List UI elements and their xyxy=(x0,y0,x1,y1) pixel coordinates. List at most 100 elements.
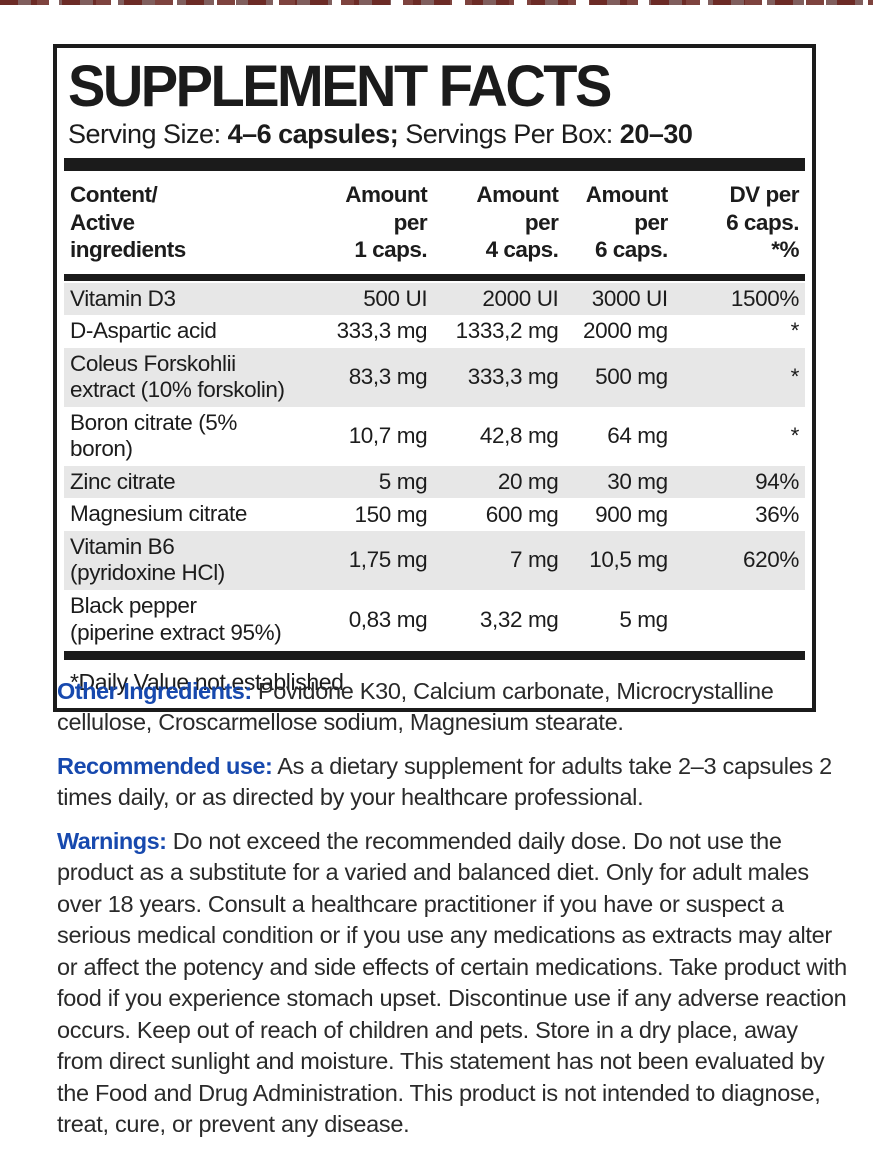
ingredient-name-line: Vitamin D3 xyxy=(70,285,176,311)
table-row: D-Aspartic acid 333,3 mg 1333,2 mg 2000 mg * xyxy=(64,315,805,348)
amount-per-4caps-cell: 1333,2 mg xyxy=(455,318,559,344)
daily-value-cell: 620% xyxy=(743,547,799,573)
header-line: *% xyxy=(771,237,799,263)
header-line: per xyxy=(634,209,668,235)
amount-per-6caps-cell: 500 mg xyxy=(595,364,668,390)
amount-per-6caps-cell: 5 mg xyxy=(619,606,668,632)
serving-size-label: Serving Size: xyxy=(68,119,228,150)
daily-value-cell: * xyxy=(790,318,800,344)
serving-info-line: Serving Size: 4–6 capsules; Servings Per… xyxy=(64,114,805,156)
info-section: Warnings: Do not exceed the recommended … xyxy=(57,826,849,1141)
amount-per-4caps-cell: 42,8 mg xyxy=(479,423,559,449)
header-line: Content/ xyxy=(70,182,158,208)
servings-per-box-value: 20–30 xyxy=(619,119,693,150)
ingredient-name-line: Zinc citrate xyxy=(70,468,176,494)
table-row: Magnesium citrate 150 mg 600 mg 900 mg 36% xyxy=(64,498,805,531)
panel-title: SUPPLEMENT FACTS xyxy=(68,52,612,119)
section-text: Do not exceed the recommended daily dose… xyxy=(57,827,847,1138)
amount-per-6caps-cell: 64 mg xyxy=(607,423,668,449)
ingredient-name-line: Vitamin B6 xyxy=(70,533,175,559)
divider-bar-footnote xyxy=(64,651,805,661)
servings-per-box-label: Servings Per Box: xyxy=(398,119,620,150)
daily-value-cell: 94% xyxy=(755,469,799,495)
header-line: 4 caps. xyxy=(485,237,559,263)
amount-per-1caps-cell: 150 mg xyxy=(354,501,428,527)
header-amount-column: Amount per 1 caps. xyxy=(303,181,427,263)
section-label: Recommended use: xyxy=(57,752,273,779)
amount-per-4caps-cell: 7 mg xyxy=(509,547,559,573)
amount-per-1caps-cell: 1,75 mg xyxy=(348,547,428,573)
daily-value-cell: 36% xyxy=(755,501,799,527)
table-row: Coleus Forskohlii extract (10% forskolin)… xyxy=(64,347,805,407)
serving-size-value: 4–6 capsules; xyxy=(227,119,399,150)
info-section: Other Ingredients: Povidone K30, Calcium… xyxy=(57,676,849,739)
daily-value-footnote: *Daily Value not established xyxy=(70,669,344,696)
header-line: Amount xyxy=(476,182,559,208)
divider-bar-top xyxy=(64,158,805,172)
header-line: 6 caps. xyxy=(726,209,799,235)
header-line: Amount xyxy=(585,182,668,208)
amount-per-1caps-cell: 333,3 mg xyxy=(336,318,428,344)
amount-per-1caps-cell: 500 UI xyxy=(363,285,428,311)
section-label: Warnings: xyxy=(57,827,167,854)
divider-bar-header xyxy=(64,273,805,281)
daily-value-cell: * xyxy=(790,364,800,390)
ingredient-name-cell: Boron citrate (5% boron) xyxy=(70,410,303,463)
header-amount-column: Amount per 4 caps. xyxy=(427,181,558,263)
ingredient-name-line: D-Aspartic acid xyxy=(70,318,217,344)
ingredient-name-line: Magnesium citrate xyxy=(70,501,248,527)
table-row: Boron citrate (5% boron) 10,7 mg 42,8 mg 64… xyxy=(64,407,805,466)
header-line: 6 caps. xyxy=(594,237,668,263)
table-row: Zinc citrate 5 mg 20 mg 30 mg 94% xyxy=(64,465,805,499)
table-row: Vitamin D3 500 UI 2000 UI 3000 UI 1500% xyxy=(64,282,805,316)
ingredient-name-cell: Black pepper (piperine extract 95%) xyxy=(70,593,303,646)
ingredient-name-cell: Magnesium citrate xyxy=(70,501,303,528)
ingredient-name-cell: D-Aspartic acid xyxy=(70,318,303,345)
ingredient-name-line: Boron citrate (5% boron) xyxy=(70,409,238,462)
amount-per-1caps-cell: 5 mg xyxy=(378,469,428,495)
header-line: DV per xyxy=(729,182,799,208)
amount-per-4caps-cell: 600 mg xyxy=(485,501,559,527)
ingredient-name-line: extract (10% forskolin) xyxy=(70,377,285,403)
ingredient-name-line: Black pepper xyxy=(70,593,197,619)
ingredient-name-line: (piperine extract 95%) xyxy=(70,619,282,645)
daily-value-cell: 1500% xyxy=(730,285,799,311)
supplement-facts-panel: SUPPLEMENT FACTS Serving Size: 4–6 capsu… xyxy=(53,44,816,713)
info-sections: Other Ingredients: Povidone K30, Calcium… xyxy=(57,676,849,1153)
header-amount-column: Amount per 6 caps. xyxy=(558,181,668,263)
table-body: Vitamin D3 500 UI 2000 UI 3000 UI 1500% D-Asp… xyxy=(64,281,805,652)
torn-edge-marks xyxy=(0,0,873,5)
ingredient-name-cell: Vitamin B6 (pyridoxine HCl) xyxy=(70,534,303,587)
table-row: Vitamin B6 (pyridoxine HCl) 1,75 mg 7 mg 10,… xyxy=(64,530,805,591)
ingredient-name-cell: Zinc citrate xyxy=(70,469,303,496)
ingredient-name-cell: Coleus Forskohlii extract (10% forskolin) xyxy=(70,351,303,404)
amount-per-6caps-cell: 2000 mg xyxy=(582,318,668,344)
ingredient-name-line: Coleus Forskohlii xyxy=(70,350,236,376)
amount-per-6caps-cell: 10,5 mg xyxy=(589,547,668,573)
header-amount-column: DV per 6 caps. *% xyxy=(668,181,799,263)
table-row: Black pepper (piperine extract 95%) 0,83 m… xyxy=(64,590,805,649)
section-text: As a dietary supplement for adults take … xyxy=(57,752,832,811)
amount-per-4caps-cell: 3,32 mg xyxy=(479,606,559,632)
amount-per-4caps-cell: 2000 UI xyxy=(482,285,559,311)
table-header: Content/ Active ingredients Amount per 1 c… xyxy=(64,171,805,273)
header-content-column: Content/ Active ingredients xyxy=(70,181,303,263)
ingredient-name-cell: Vitamin D3 xyxy=(70,286,303,313)
amount-per-6caps-cell: 900 mg xyxy=(595,501,668,527)
header-line: per xyxy=(524,209,559,235)
amount-per-1caps-cell: 10,7 mg xyxy=(348,423,428,449)
amount-per-1caps-cell: 83,3 mg xyxy=(348,364,428,390)
daily-value-cell: * xyxy=(790,423,800,449)
info-section: Recommended use: As a dietary supplement… xyxy=(57,751,849,814)
section-label: Other Ingredients: xyxy=(57,678,252,704)
header-line: ingredients xyxy=(70,237,186,263)
header-line: Active xyxy=(70,209,135,235)
header-line: 1 caps. xyxy=(354,237,428,263)
header-line: Amount xyxy=(345,182,428,208)
header-line: per xyxy=(393,209,428,235)
amount-per-6caps-cell: 3000 UI xyxy=(591,285,668,311)
amount-per-1caps-cell: 0,83 mg xyxy=(348,606,428,632)
amount-per-4caps-cell: 333,3 mg xyxy=(467,364,559,390)
ingredient-name-line: (pyridoxine HCl) xyxy=(70,560,225,586)
